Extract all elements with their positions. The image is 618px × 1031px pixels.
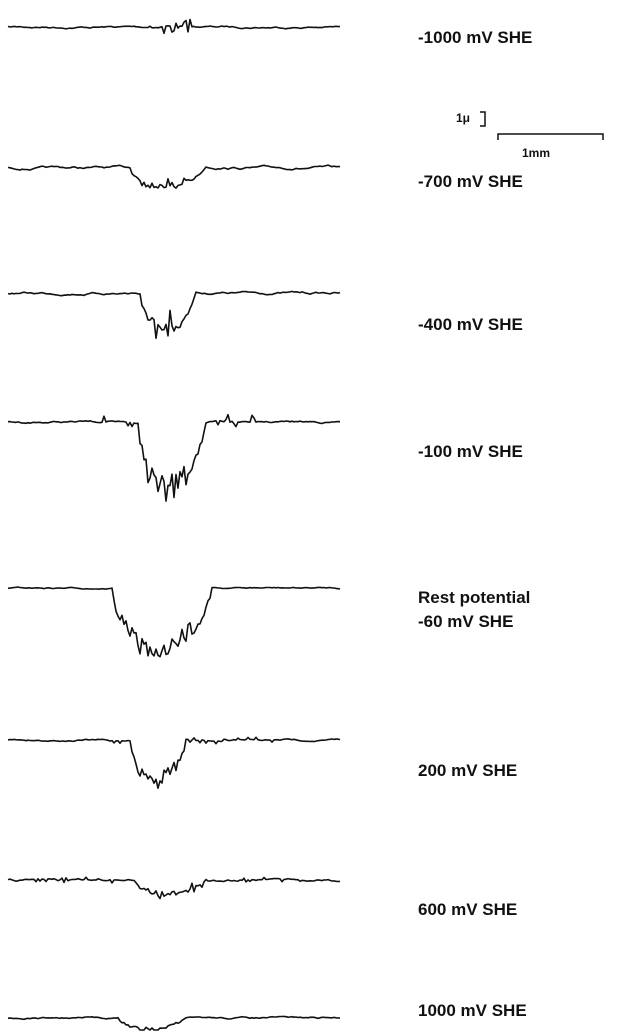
vertical-scale-label: 1μ xyxy=(456,111,470,125)
trace-label: -700 mV SHE xyxy=(418,172,523,191)
trace-label: -60 mV SHE xyxy=(418,612,513,631)
trace xyxy=(7,736,341,789)
trace-label: -400 mV SHE xyxy=(418,315,523,334)
horizontal-scale-label: 1mm xyxy=(522,146,550,160)
trace-label: 1000 mV SHE xyxy=(418,1001,527,1020)
trace xyxy=(7,876,341,900)
vertical-scale-bar xyxy=(480,111,486,127)
trace xyxy=(7,164,340,189)
horizontal-scale-bar xyxy=(497,133,604,140)
trace-label: -1000 mV SHE xyxy=(418,28,532,47)
trace xyxy=(7,586,341,658)
trace-label: Rest potential xyxy=(418,588,530,607)
trace-label: -100 mV SHE xyxy=(418,442,523,461)
trace-label: 200 mV SHE xyxy=(418,761,517,780)
trace xyxy=(7,413,341,502)
trace xyxy=(7,290,341,339)
trace xyxy=(7,18,341,35)
trace-label: 600 mV SHE xyxy=(418,900,517,919)
trace xyxy=(7,1015,340,1031)
